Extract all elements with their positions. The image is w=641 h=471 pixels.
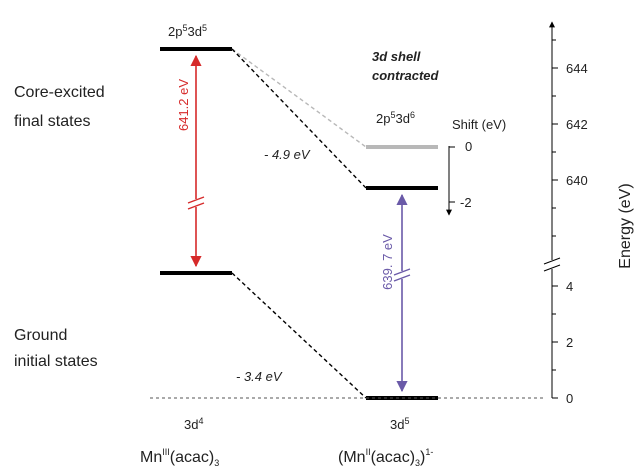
connector-unshifted: [232, 49, 366, 147]
right-top-configuration: 2p53d6: [376, 110, 415, 126]
shift-tick-label-0: 0: [465, 139, 472, 154]
left-top-configuration: 2p53d5: [168, 23, 207, 39]
shift-tick-label-neg2: -2: [460, 195, 472, 210]
delta-ground-label: - 3.4 eV: [236, 369, 283, 384]
right-ground-configuration: 3d5: [390, 416, 409, 432]
left-ground-configuration: 3d4: [184, 416, 203, 432]
compound-left-label: MnIII(acac)3: [140, 447, 219, 468]
energy-tick-label-4: 4: [566, 279, 573, 294]
ground-label-line2: initial states: [14, 353, 98, 370]
delta-excited-label: - 4.9 eV: [264, 147, 311, 162]
energy-tick-label-2: 2: [566, 335, 573, 350]
energy-tick-label-642: 642: [566, 117, 588, 132]
compound-right-label: (MnII(acac)3)1-: [338, 447, 433, 468]
connector-excited: [232, 49, 366, 188]
energy-tick-label-640: 640: [566, 173, 588, 188]
shift-axis-title: Shift (eV): [452, 117, 506, 132]
energy-axis-title: Energy (eV): [617, 183, 634, 268]
contracted-label-line2: contracted: [372, 68, 440, 83]
ground-label-line1: Ground: [14, 327, 67, 344]
energy-tick-label-0: 0: [566, 391, 573, 406]
core-excited-label-line2: final states: [14, 113, 90, 130]
contracted-label-line1: 3d shell: [372, 49, 421, 64]
energy-tick-label-644: 644: [566, 61, 588, 76]
core-excited-label-line1: Core-excited: [14, 84, 105, 101]
transition-label-right: 639. 7 eV: [380, 234, 395, 290]
transition-label-left: 641.2 eV: [176, 79, 191, 131]
